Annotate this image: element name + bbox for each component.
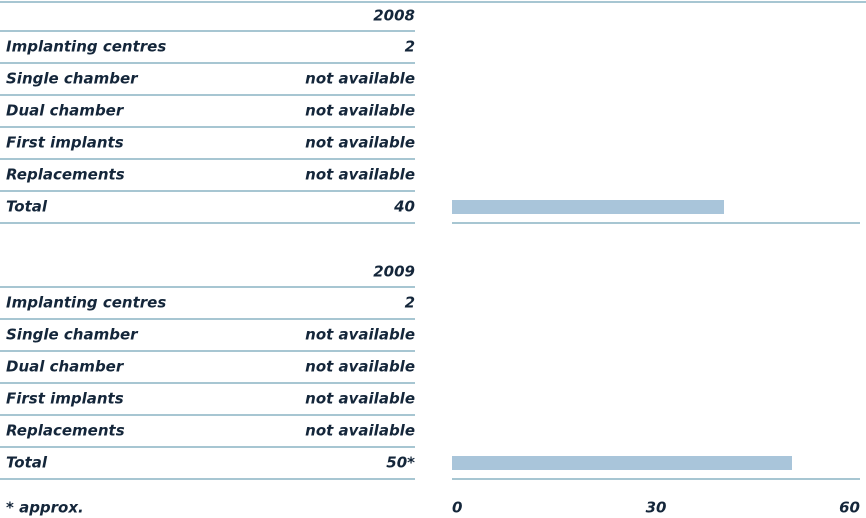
row-value: 2 bbox=[405, 38, 415, 56]
total-value: 50* bbox=[386, 454, 415, 472]
bar bbox=[452, 200, 724, 214]
row-value: not available bbox=[305, 390, 415, 408]
row-label: Implanting centres bbox=[6, 38, 166, 56]
x-tick-label: 60 bbox=[839, 499, 860, 517]
row-value: 2 bbox=[405, 294, 415, 312]
x-tick-label: 0 bbox=[452, 499, 462, 517]
row-value: not available bbox=[305, 70, 415, 88]
x-tick-label: 30 bbox=[646, 499, 667, 517]
row-value: not available bbox=[305, 358, 415, 376]
row-value: not available bbox=[305, 422, 415, 440]
row-value: not available bbox=[305, 326, 415, 344]
row-value: not available bbox=[305, 166, 415, 184]
row-label: Single chamber bbox=[6, 326, 139, 344]
row-label: Single chamber bbox=[6, 70, 139, 88]
total-value: 40 bbox=[393, 198, 415, 216]
year-header: 2009 bbox=[373, 263, 415, 281]
row-label: Dual chamber bbox=[6, 102, 125, 120]
row-label: First implants bbox=[6, 134, 124, 152]
row-value: not available bbox=[305, 134, 415, 152]
footnote: * approx. bbox=[6, 499, 84, 517]
row-label: Dual chamber bbox=[6, 358, 125, 376]
row-label: Replacements bbox=[6, 166, 125, 184]
total-label: Total bbox=[6, 198, 48, 216]
bar bbox=[452, 456, 792, 470]
row-value: not available bbox=[305, 102, 415, 120]
total-label: Total bbox=[6, 454, 48, 472]
row-label: First implants bbox=[6, 390, 124, 408]
row-label: Replacements bbox=[6, 422, 125, 440]
row-label: Implanting centres bbox=[6, 294, 166, 312]
year-header: 2008 bbox=[373, 7, 415, 25]
